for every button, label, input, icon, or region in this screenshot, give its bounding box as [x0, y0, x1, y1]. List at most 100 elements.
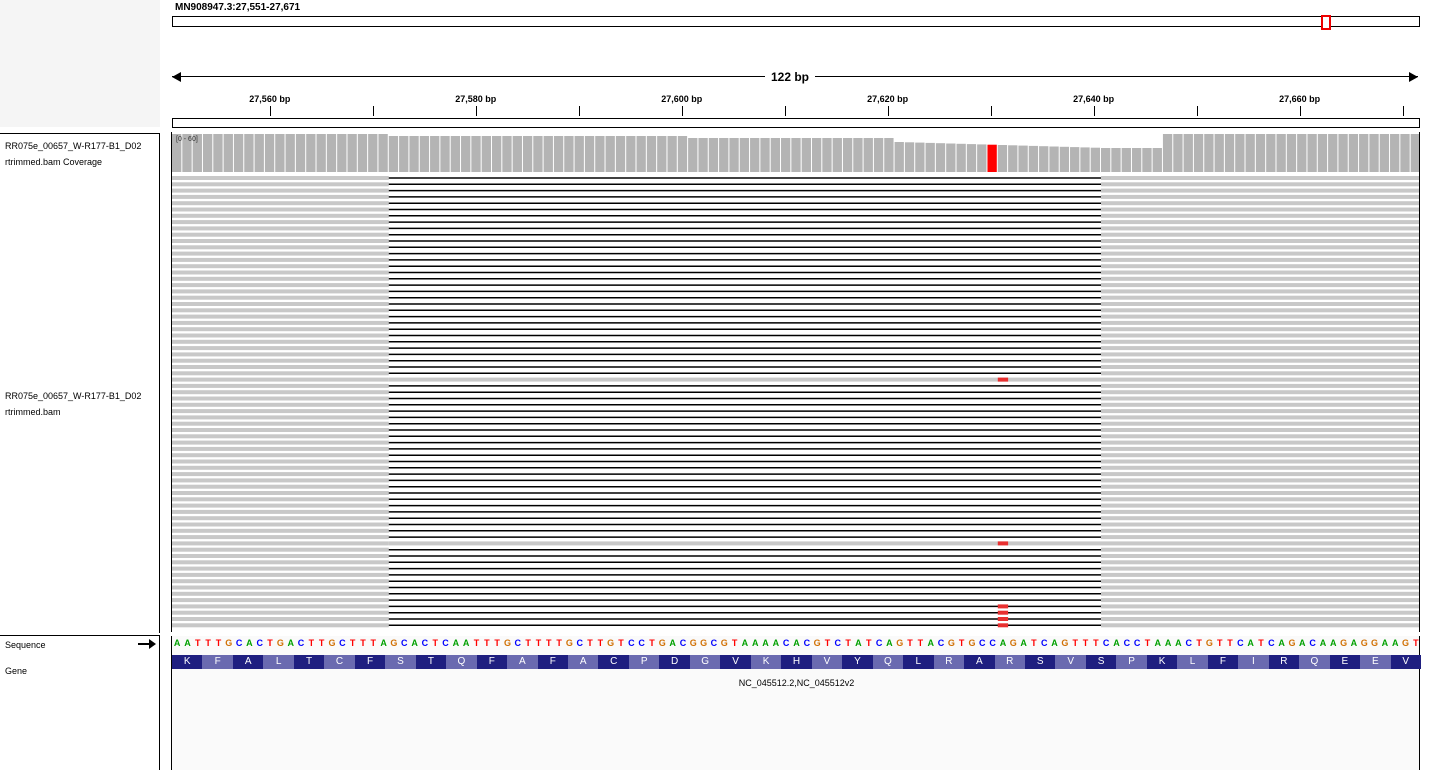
sequence-base: T [432, 638, 438, 648]
strand-arrow-icon[interactable] [138, 639, 156, 649]
read-right [1101, 333, 1419, 338]
sequence-base: G [607, 638, 615, 648]
read-left [172, 276, 389, 281]
sequence-base: T [824, 638, 831, 648]
ruler-tick [372, 106, 374, 116]
coverage-bar [533, 136, 543, 172]
sequence-base: A [762, 638, 769, 648]
sequence-base: A [1330, 638, 1337, 648]
coverage-bar [378, 134, 388, 172]
read-right [1101, 572, 1419, 577]
read-right [1101, 283, 1419, 288]
sequence-base: C [638, 638, 645, 648]
read-left [172, 377, 389, 382]
amino-acid: G [689, 655, 721, 669]
amino-acid: I [1238, 655, 1269, 669]
amino-acid: V [1390, 655, 1421, 669]
read-left [172, 440, 389, 445]
ruler-tick [887, 106, 889, 116]
locus-label: MN908947.3:27,551-27,671 [175, 2, 301, 13]
coverage-track[interactable] [172, 132, 1420, 174]
read-left [172, 320, 389, 325]
sequence-base: G [1009, 638, 1017, 648]
sequence-track-name[interactable]: Sequence [5, 640, 46, 650]
ruler-tick [681, 106, 683, 116]
data-panel[interactable]: [0 - 60] [171, 132, 1420, 632]
coverage-bar [915, 142, 925, 172]
coverage-bar [388, 136, 399, 172]
read-right [1101, 207, 1419, 212]
read-left [172, 453, 389, 458]
coverage-bar [553, 136, 564, 172]
coverage-bar [966, 144, 977, 172]
coverage-bar [739, 138, 750, 172]
sequence-base: C [782, 638, 790, 648]
read-right [1101, 245, 1419, 250]
read-right [1101, 188, 1419, 193]
ruler-tick-label: 27,560 bp [249, 94, 291, 104]
coverage-bar [1173, 134, 1183, 172]
sequence-base: C [628, 638, 635, 648]
sequence-base: T [618, 638, 624, 648]
sequence-base: C [989, 638, 996, 648]
alignment-track[interactable] [172, 174, 1420, 632]
coverage-track-name[interactable]: RR075e_00657_W-R177-B1_D02 [5, 141, 142, 151]
coverage-bar [1142, 148, 1152, 172]
sequence-base: C [803, 638, 811, 648]
sequence-base: T [546, 638, 552, 648]
sequence-base: T [308, 638, 315, 648]
sequence-base: A [999, 638, 1007, 648]
sequence-base: T [349, 638, 356, 648]
coverage-bar [791, 138, 801, 172]
sequence-base: G [1402, 638, 1410, 648]
read-left [172, 484, 389, 489]
coverage-bar [347, 134, 357, 172]
coverage-bar [1317, 134, 1328, 172]
read-right [1101, 339, 1419, 344]
amino-acid: C [598, 655, 629, 669]
chromosome-ideogram[interactable] [172, 15, 1420, 30]
alignment-track-name[interactable]: RR075e_00657_W-R177-B1_D02 [5, 391, 142, 401]
amino-acid: P [628, 655, 660, 669]
sequence-base: G [225, 638, 233, 648]
read-mismatch [997, 610, 1009, 615]
read-right [1101, 390, 1419, 395]
amino-acid: Q [446, 655, 477, 669]
coverage-bar [471, 136, 481, 172]
coverage-bar [956, 143, 966, 172]
read-right [1101, 346, 1419, 351]
ruler-tick [1093, 106, 1095, 116]
coverage-bar [646, 136, 657, 172]
read-right [1101, 232, 1419, 237]
coverage-bar [1390, 134, 1400, 172]
coverage-bar [853, 138, 863, 172]
read-right [1101, 478, 1419, 483]
ruler-panel[interactable]: MN908947.3:27,551-27,671 122 bp 27,560 b… [165, 0, 1437, 128]
header-left-blank [0, 0, 160, 127]
coverage-track-name-2[interactable]: rtrimmed.bam Coverage [5, 157, 103, 167]
coverage-bar [491, 136, 502, 172]
read-left [172, 283, 389, 288]
sequence-base: G [503, 638, 511, 648]
read-right [1101, 459, 1419, 464]
read-left [172, 585, 389, 590]
coverage-bar [677, 136, 688, 172]
sequence-base: T [205, 638, 211, 648]
alignment-track-name-2[interactable]: rtrimmed.bam [5, 407, 61, 417]
sequence-base: T [267, 638, 273, 648]
coverage-bar [1307, 134, 1317, 172]
gene-track-name[interactable]: Gene [5, 666, 28, 676]
sequence-base: A [751, 638, 759, 648]
read-left [172, 415, 389, 420]
span-right-arrow-icon [1409, 72, 1418, 82]
sequence-base: G [1061, 638, 1069, 648]
gene-label[interactable]: NC_045512.2,NC_045512v2 [738, 678, 855, 688]
sequence-base: T [195, 638, 201, 648]
sequence-base: A [1247, 638, 1254, 648]
read-right [1101, 516, 1419, 521]
sequence-base: T [958, 638, 965, 648]
coverage-bar [1348, 134, 1359, 172]
